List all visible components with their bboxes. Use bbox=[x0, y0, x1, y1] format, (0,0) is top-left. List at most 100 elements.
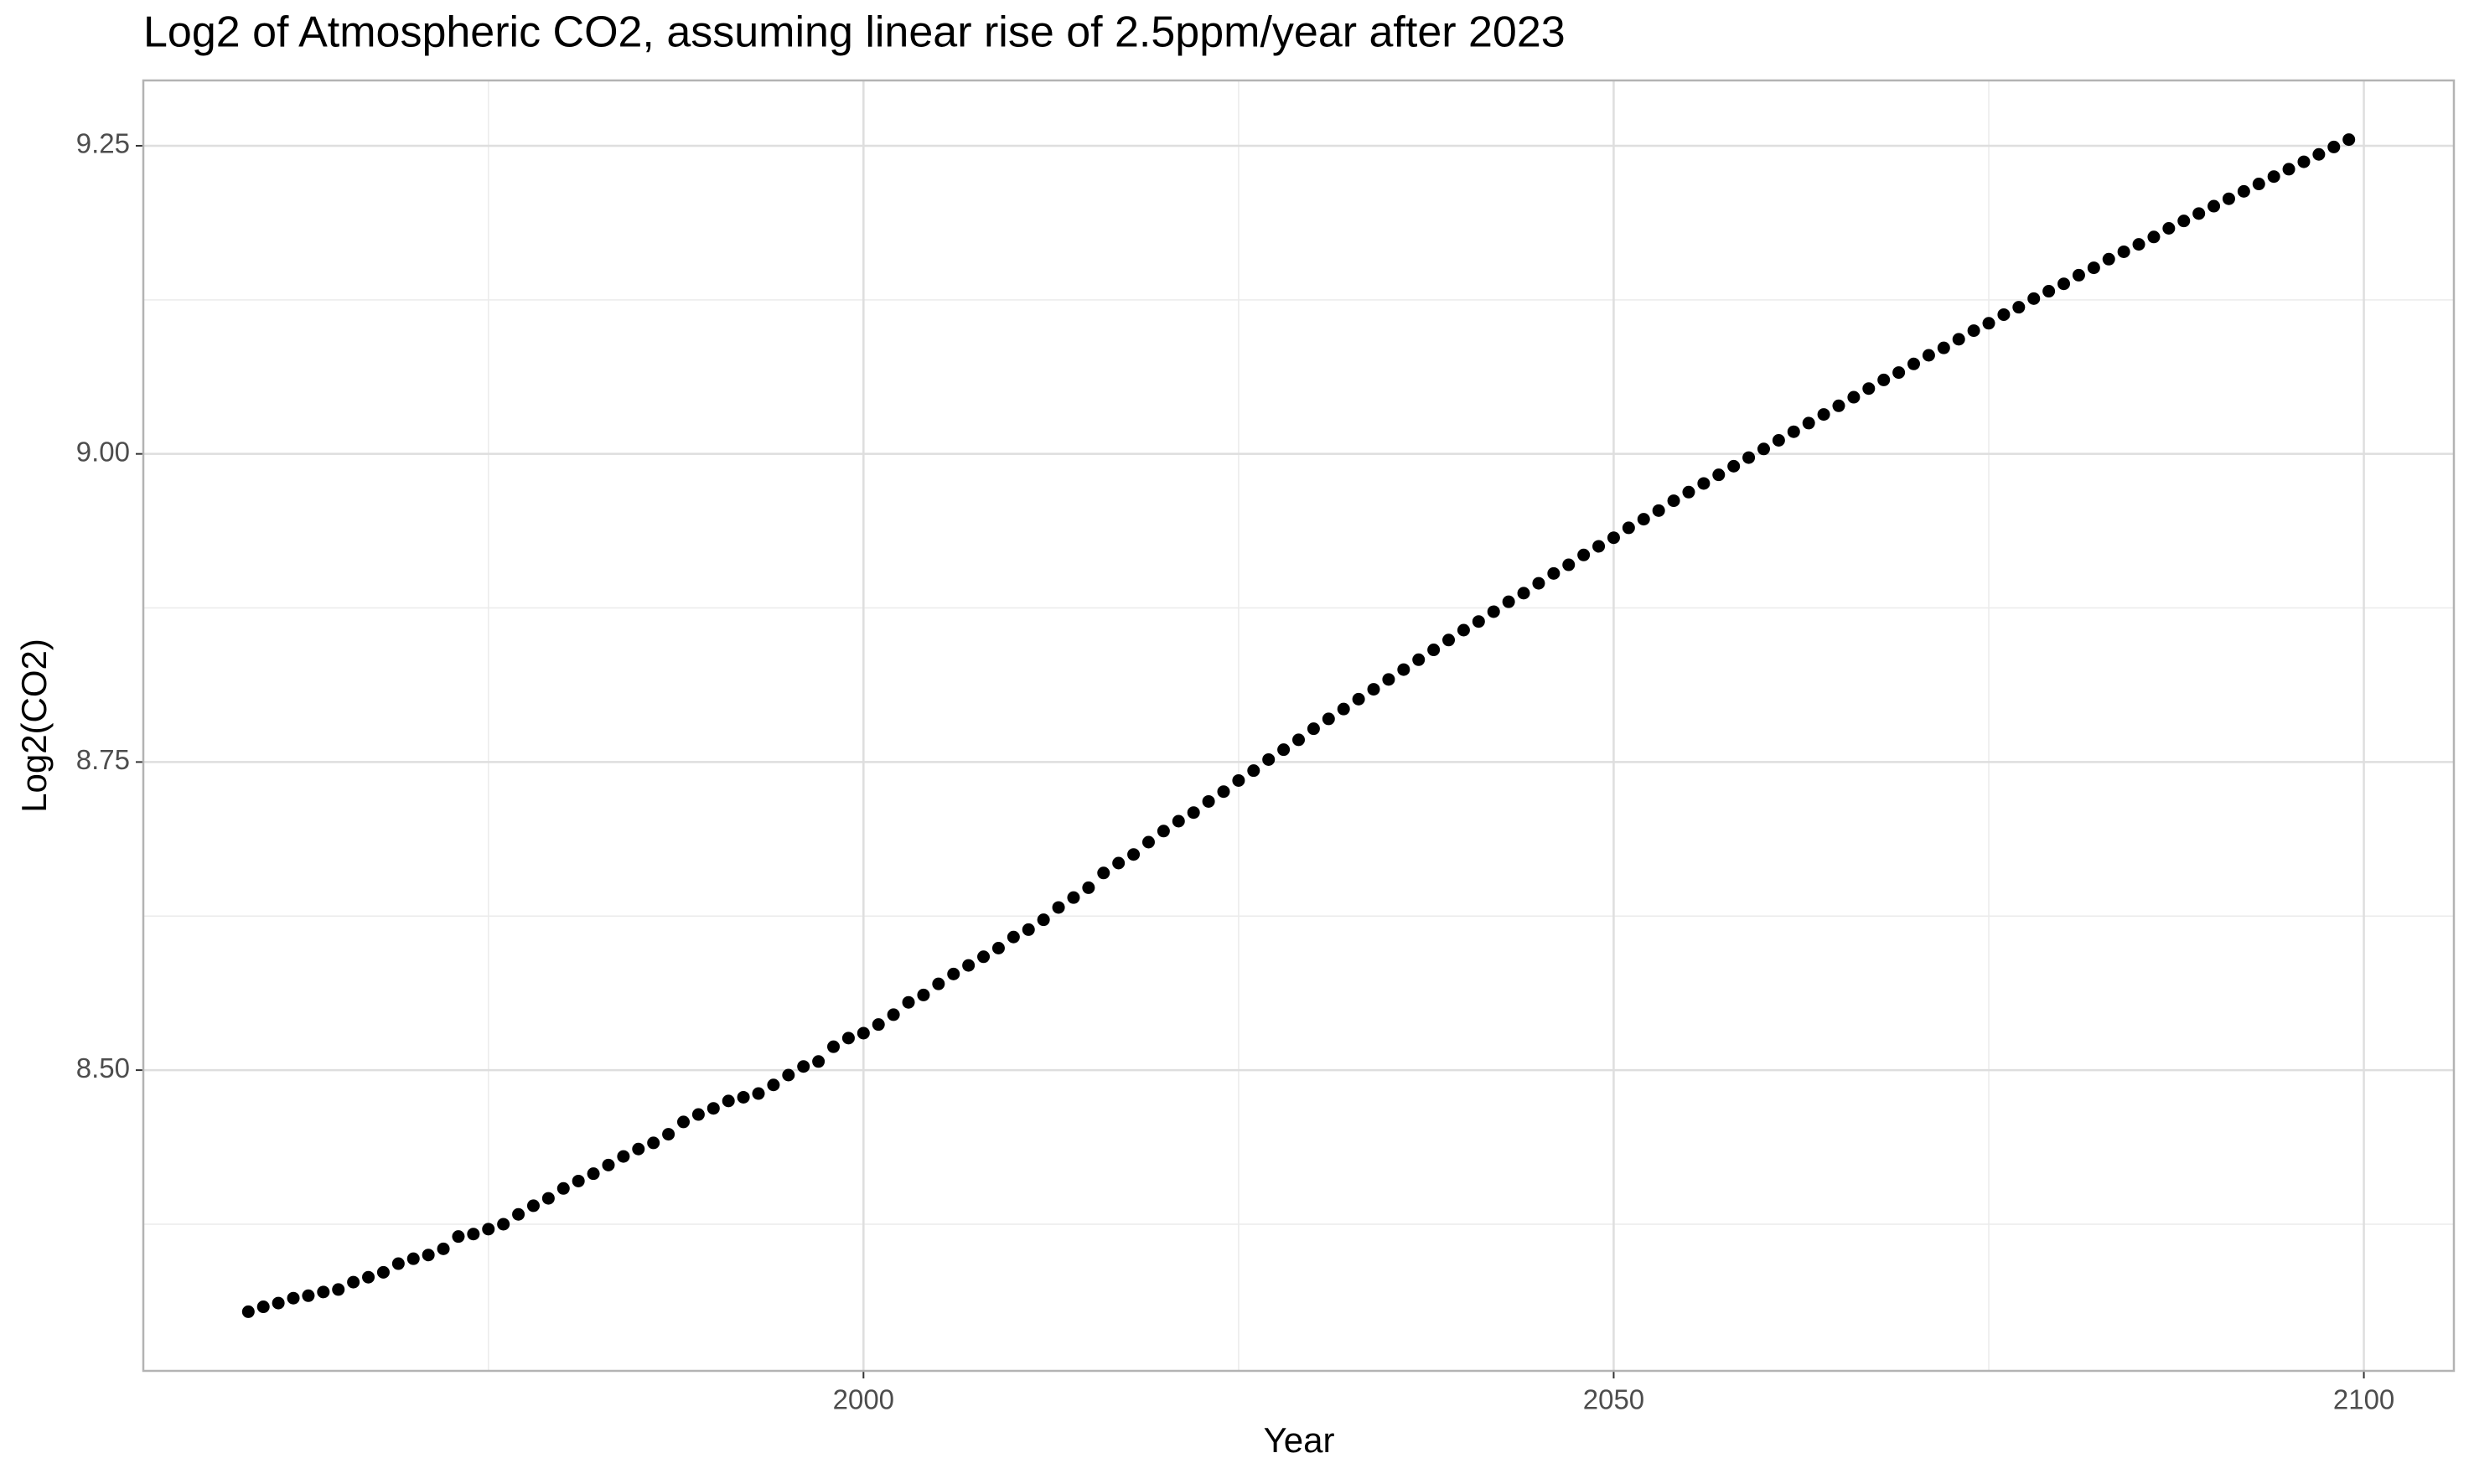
x-tick-label: 2000 bbox=[833, 1384, 894, 1415]
point bbox=[1967, 324, 1980, 338]
point bbox=[1877, 373, 1891, 386]
point bbox=[767, 1078, 780, 1092]
point bbox=[1952, 333, 1965, 346]
point bbox=[1607, 531, 1620, 545]
point bbox=[541, 1192, 555, 1205]
point bbox=[1067, 891, 1080, 904]
point bbox=[1022, 923, 1035, 936]
point bbox=[1352, 692, 1365, 706]
point bbox=[691, 1108, 705, 1121]
point bbox=[1682, 485, 1695, 499]
point bbox=[2012, 301, 2026, 314]
point bbox=[2267, 170, 2280, 184]
point bbox=[932, 977, 945, 990]
point bbox=[1412, 653, 1426, 666]
point bbox=[1082, 881, 1095, 894]
point bbox=[1397, 663, 1410, 676]
point bbox=[962, 959, 976, 972]
point bbox=[1247, 764, 1260, 778]
point bbox=[722, 1094, 735, 1108]
point bbox=[2177, 215, 2191, 228]
point bbox=[857, 1026, 870, 1040]
point bbox=[1997, 308, 2011, 321]
point bbox=[1547, 566, 1560, 580]
point bbox=[617, 1150, 630, 1163]
point bbox=[2252, 178, 2265, 191]
point bbox=[497, 1218, 510, 1231]
y-tick-label: 8.75 bbox=[76, 744, 130, 775]
point bbox=[1307, 722, 1320, 736]
point bbox=[1127, 848, 1141, 861]
point bbox=[872, 1018, 885, 1032]
point bbox=[2342, 133, 2356, 147]
point bbox=[587, 1167, 600, 1181]
point bbox=[1712, 468, 1726, 482]
point bbox=[332, 1283, 345, 1296]
point bbox=[1292, 733, 1305, 747]
point bbox=[241, 1305, 255, 1318]
point bbox=[1141, 835, 1155, 849]
point bbox=[1802, 416, 1815, 430]
point bbox=[887, 1008, 900, 1021]
point bbox=[1907, 357, 1921, 370]
point bbox=[1592, 540, 1606, 553]
point bbox=[2312, 147, 2326, 161]
panel-border bbox=[142, 79, 2456, 1373]
point bbox=[526, 1199, 540, 1213]
point bbox=[1112, 856, 1126, 870]
point bbox=[1667, 494, 1680, 508]
point bbox=[1157, 825, 1170, 838]
chart-title: Log2 of Atmospheric CO2, assuming linear… bbox=[143, 8, 1566, 57]
point bbox=[1652, 504, 1665, 517]
point bbox=[2027, 292, 2041, 305]
point bbox=[782, 1068, 795, 1082]
point bbox=[752, 1087, 765, 1100]
point bbox=[2237, 184, 2250, 198]
point bbox=[2117, 245, 2130, 258]
x-axis-title: Year bbox=[1264, 1420, 1335, 1460]
x-tick-label: 2100 bbox=[2333, 1384, 2394, 1415]
point bbox=[1772, 433, 1785, 447]
point bbox=[1097, 866, 1110, 880]
point bbox=[1892, 366, 1906, 380]
point bbox=[2102, 252, 2115, 266]
point bbox=[1742, 451, 1756, 464]
point bbox=[2132, 238, 2145, 251]
point bbox=[1577, 548, 1591, 561]
point bbox=[2042, 285, 2056, 298]
point bbox=[317, 1285, 330, 1299]
point bbox=[1232, 773, 1245, 787]
point bbox=[2057, 277, 2071, 291]
point bbox=[1787, 425, 1800, 438]
point bbox=[2222, 192, 2235, 205]
point bbox=[1697, 477, 1711, 490]
point bbox=[1052, 901, 1065, 914]
y-axis-title: Log2(CO2) bbox=[14, 639, 54, 813]
point bbox=[1982, 317, 1995, 330]
point bbox=[1517, 587, 1530, 600]
point bbox=[1472, 615, 1485, 628]
point bbox=[1337, 702, 1350, 716]
point bbox=[917, 988, 930, 1001]
point bbox=[406, 1252, 420, 1265]
point bbox=[1382, 673, 1395, 686]
point bbox=[2147, 230, 2161, 244]
point bbox=[632, 1142, 645, 1156]
point bbox=[2162, 222, 2176, 235]
point bbox=[2207, 199, 2221, 213]
point bbox=[647, 1136, 660, 1150]
point bbox=[977, 950, 991, 964]
point bbox=[706, 1102, 720, 1115]
point bbox=[1847, 390, 1861, 404]
point bbox=[2282, 163, 2295, 176]
point bbox=[1217, 785, 1230, 799]
point bbox=[1007, 930, 1020, 944]
point bbox=[1817, 408, 1830, 421]
point bbox=[1172, 814, 1185, 828]
y-tick-label: 8.50 bbox=[76, 1052, 130, 1083]
point bbox=[1277, 743, 1291, 757]
point bbox=[272, 1296, 285, 1310]
point bbox=[602, 1158, 615, 1171]
point bbox=[1502, 595, 1515, 608]
